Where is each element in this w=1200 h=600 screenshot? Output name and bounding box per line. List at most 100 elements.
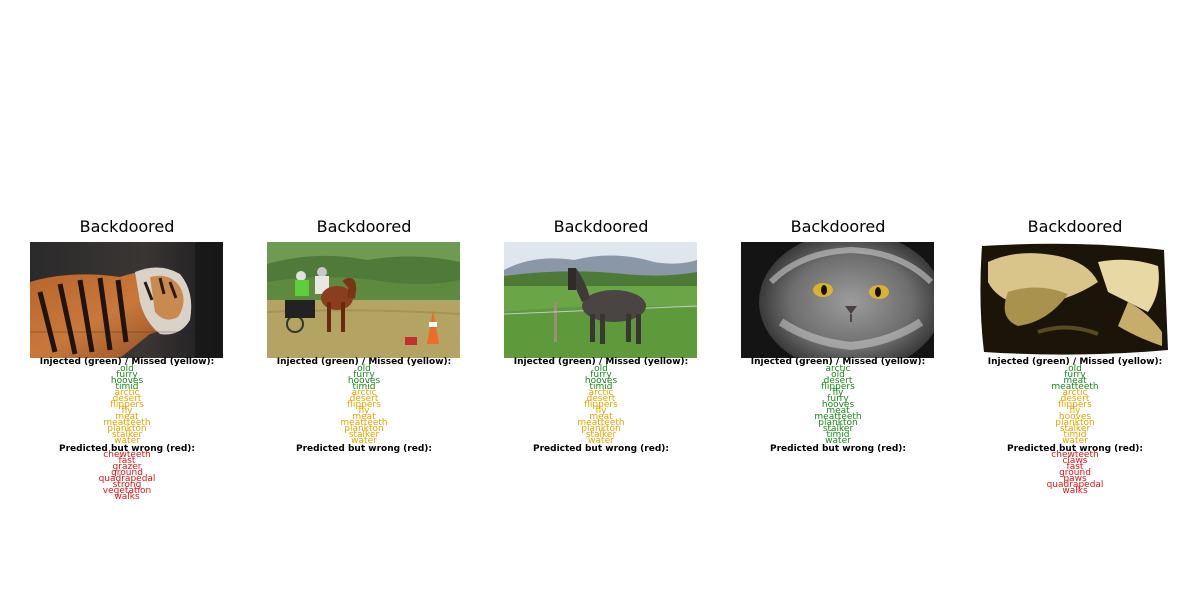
word-label: arctic — [588, 388, 614, 398]
word-label: meatteeth — [340, 418, 388, 428]
word-label: meatteeth — [577, 418, 625, 428]
word-label: fly — [1069, 406, 1081, 416]
word-label: grazer — [112, 462, 142, 472]
word-label: old — [594, 364, 608, 374]
word-label: furry — [1064, 370, 1086, 380]
word-label: quadrapedal — [98, 474, 156, 484]
word-label: fly — [595, 406, 607, 416]
word-label: meat — [589, 412, 613, 422]
panel-2: Backdoored Injected (green) / Missed (ye… — [267, 0, 461, 600]
word-label: flippers — [110, 400, 144, 410]
predicted-wrong-header: Predicted but wrong (red): — [1007, 444, 1143, 454]
injected-missed-header: Injected (green) / Missed (yellow): — [276, 357, 452, 367]
word-label: old — [831, 370, 845, 380]
word-label: desert — [349, 394, 379, 404]
injected-missed-list: old furry hooves timid arctic desert fli… — [464, 364, 738, 446]
word-label: meatteeth — [814, 412, 862, 422]
word-label: hooves — [347, 376, 381, 386]
warped-cat-image — [978, 242, 1171, 358]
word-label: arctic — [114, 388, 140, 398]
word-label: hooves — [1058, 412, 1092, 422]
injected-missed-list: old furry hooves timid arctic desert fli… — [0, 364, 264, 446]
word-label: chewteeth — [103, 450, 151, 460]
word-label: walks — [1062, 486, 1088, 496]
word-label: vegetation — [102, 486, 152, 496]
word-label: stalker — [585, 430, 617, 440]
predicted-wrong-header: Predicted but wrong (red): — [770, 444, 906, 454]
word-label: flippers — [584, 400, 618, 410]
word-label: furry — [116, 370, 138, 380]
word-label: arctic — [351, 388, 377, 398]
panel-title: Backdoored — [1027, 217, 1123, 236]
injected-missed-header: Injected (green) / Missed (yellow): — [39, 357, 215, 367]
predicted-wrong-header: Predicted but wrong (red): — [296, 444, 432, 454]
word-label: furry — [590, 370, 612, 380]
injected-missed-header: Injected (green) / Missed (yellow): — [513, 357, 689, 367]
panel-4: Backdoored Injected (green) / Missed (ye… — [741, 0, 935, 600]
word-label: ground — [1059, 468, 1091, 478]
persian-cat-image — [741, 242, 934, 358]
tiger-image — [30, 242, 223, 358]
word-label: stalker — [348, 430, 380, 440]
word-label: desert — [823, 376, 853, 386]
predicted-wrong-header: Predicted but wrong (red): — [533, 444, 669, 454]
panel-title: Backdoored — [79, 217, 175, 236]
word-label: quadrapedal — [1046, 480, 1104, 490]
word-label: meatteeth — [1051, 382, 1099, 392]
word-label: water — [114, 436, 140, 446]
word-label: stalker — [1059, 424, 1091, 434]
word-label: fly — [358, 406, 370, 416]
word-label: hooves — [821, 400, 855, 410]
injected-missed-list: old furry hooves timid arctic desert fli… — [227, 365, 501, 446]
word-label: timid — [826, 430, 850, 440]
word-label: plankton — [344, 424, 384, 434]
word-label: flippers — [1058, 400, 1092, 410]
word-label: plankton — [818, 418, 858, 428]
horse-field-image — [504, 242, 697, 358]
predicted-wrong-list: chewteeth claws fast ground paws quadrap… — [938, 450, 1200, 496]
word-label: hooves — [110, 376, 144, 386]
word-label: old — [120, 364, 134, 374]
predicted-wrong-list: chewteeth fast grazer ground quadrapedal… — [0, 450, 264, 502]
word-label: flippers — [821, 382, 855, 392]
word-label: claws — [1062, 456, 1088, 466]
injected-missed-list: old furry meat meatteeth arctic desert f… — [938, 364, 1200, 446]
word-label: desert — [586, 394, 616, 404]
word-label: arctic — [825, 364, 851, 374]
word-label: walks — [114, 492, 140, 502]
word-label: desert — [1060, 394, 1090, 404]
word-label: water — [351, 436, 377, 446]
word-label: fly — [832, 388, 844, 398]
word-label: plankton — [107, 424, 147, 434]
word-label: meat — [352, 412, 376, 422]
word-label: old — [1068, 364, 1082, 374]
pony-cart-image — [267, 242, 460, 358]
word-label: stalker — [111, 430, 143, 440]
word-label: strong — [112, 480, 142, 490]
injected-missed-header: Injected (green) / Missed (yellow): — [750, 357, 926, 367]
word-label: meat — [826, 406, 850, 416]
word-label: meat — [1063, 376, 1087, 386]
word-label: ground — [111, 468, 143, 478]
panel-title: Backdoored — [790, 217, 886, 236]
word-label: fast — [1066, 462, 1084, 472]
word-label: flippers — [347, 400, 381, 410]
word-label: timid — [589, 382, 613, 392]
word-label: timid — [115, 382, 139, 392]
word-label: plankton — [581, 424, 621, 434]
word-label: timid — [352, 382, 376, 392]
panel-5: Backdoored Injected (green) / Missed (ye… — [978, 0, 1172, 600]
word-label: water — [588, 436, 614, 446]
word-label: furry — [353, 370, 375, 380]
word-label: meatteeth — [103, 418, 151, 428]
word-label: timid — [1063, 430, 1087, 440]
word-label: meat — [115, 412, 139, 422]
word-label: chewteeth — [1051, 450, 1099, 460]
word-label: paws — [1063, 474, 1087, 484]
word-label: plankton — [1055, 418, 1095, 428]
word-label: water — [825, 436, 851, 446]
word-label: water — [1062, 436, 1088, 446]
word-label: hooves — [584, 376, 618, 386]
word-label: stalker — [822, 424, 854, 434]
panel-title: Backdoored — [553, 217, 649, 236]
